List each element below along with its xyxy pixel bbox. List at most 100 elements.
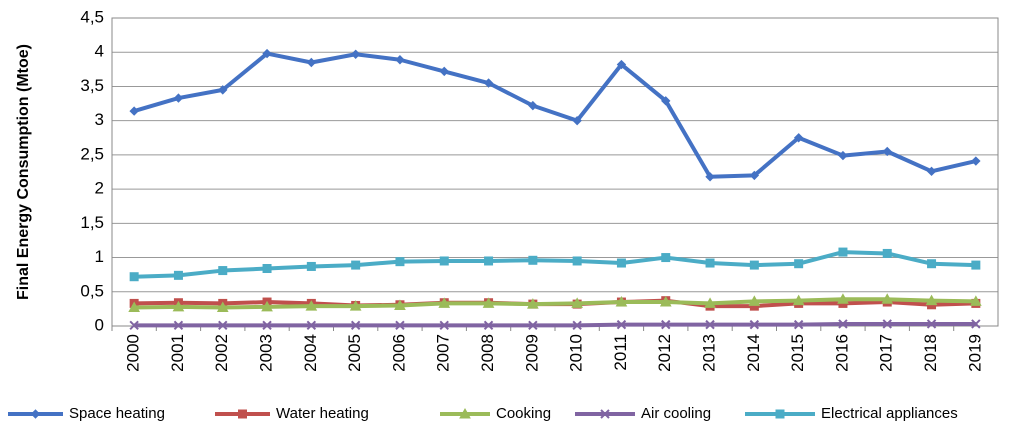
point-marker (749, 170, 760, 181)
x-tick-label: 2010 (567, 334, 586, 372)
point-marker (395, 257, 405, 267)
y-tick-label: 1 (95, 247, 104, 266)
y-tick-label: 4 (95, 42, 104, 61)
x-tick-label: 2000 (124, 334, 143, 372)
series-line (134, 250, 976, 279)
point-marker (394, 299, 406, 310)
point-marker (218, 266, 228, 276)
point-marker (749, 319, 760, 330)
point-marker (349, 300, 362, 311)
point-marker (129, 272, 139, 282)
point-marker (794, 259, 804, 269)
point-marker (439, 320, 449, 331)
point-marker (216, 301, 229, 313)
point-marker (173, 270, 183, 280)
legend-label: Air cooling (641, 405, 711, 422)
x-tick-label: 2003 (257, 334, 276, 372)
legend-label: Electrical appliances (821, 405, 958, 422)
point-marker (173, 320, 184, 331)
series-line (133, 51, 977, 179)
point-marker (704, 297, 716, 308)
point-marker (838, 150, 848, 161)
point-marker (882, 248, 892, 258)
point-marker (572, 256, 582, 266)
point-marker (882, 319, 892, 329)
point-marker (749, 260, 759, 270)
point-marker (438, 297, 451, 308)
point-marker (350, 320, 361, 331)
point-marker (971, 260, 981, 270)
point-marker (262, 264, 272, 274)
point-marker (793, 319, 804, 330)
x-tick-label: 2009 (522, 334, 541, 372)
point-marker (173, 93, 184, 103)
legend-marker (600, 409, 610, 419)
legend-label: Space heating (69, 405, 165, 422)
point-marker (615, 296, 628, 307)
x-tick-label: 2012 (655, 334, 674, 372)
point-marker (484, 256, 494, 266)
x-tick-label: 2011 (611, 334, 630, 371)
point-marker (218, 85, 228, 95)
point-marker (439, 66, 449, 77)
point-marker (482, 297, 495, 308)
x-tick-label: 2013 (700, 334, 719, 372)
point-marker (306, 261, 316, 271)
y-tick-label: 0,5 (80, 281, 104, 300)
point-marker (395, 55, 405, 65)
point-marker (483, 320, 494, 331)
point-marker (305, 300, 318, 311)
point-marker (661, 319, 671, 330)
point-marker (882, 146, 892, 157)
point-marker (172, 300, 185, 312)
x-tick-label: 2004 (301, 334, 320, 372)
point-marker (927, 259, 937, 269)
point-marker (616, 319, 627, 330)
legend-marker (775, 409, 785, 419)
x-tick-label: 2018 (921, 334, 940, 372)
point-marker (661, 96, 671, 106)
x-tick-label: 2016 (832, 334, 851, 372)
x-tick-label: 2017 (877, 334, 896, 372)
y-tick-label: 4,5 (80, 7, 104, 26)
point-marker (793, 133, 804, 143)
y-tick-label: 2,5 (80, 144, 104, 163)
point-marker (705, 172, 715, 182)
series-line (134, 321, 976, 328)
point-marker (971, 156, 981, 166)
point-marker (262, 320, 272, 331)
x-tick-label: 2015 (788, 334, 807, 372)
point-marker (837, 293, 849, 304)
point-marker (792, 294, 805, 306)
plot-frame (111, 17, 999, 327)
point-marker (129, 106, 139, 116)
point-marker (970, 295, 982, 306)
point-marker (528, 320, 538, 331)
y-tick-label: 0 (95, 315, 104, 334)
point-marker (527, 298, 539, 309)
legend-marker (238, 409, 247, 419)
point-marker (661, 253, 671, 263)
series-line (134, 297, 976, 310)
point-marker (616, 59, 627, 70)
x-tick-label: 2008 (478, 334, 497, 372)
point-marker (572, 320, 582, 331)
legend-marker (30, 409, 41, 419)
point-marker (128, 301, 140, 313)
x-tick-label: 2007 (434, 334, 453, 372)
point-marker (881, 293, 894, 304)
point-marker (748, 295, 761, 306)
point-marker (129, 320, 139, 331)
y-axis-label: Final Energy Consumption (Mtoe) (15, 44, 32, 300)
legend-marker (459, 407, 471, 419)
x-tick-label: 2014 (744, 334, 763, 372)
x-tick-label: 2002 (212, 334, 231, 372)
point-marker (261, 300, 273, 312)
y-tick-label: 3 (95, 110, 104, 129)
point-marker (925, 294, 938, 306)
legend-label: Cooking (496, 405, 551, 422)
x-tick-label: 2005 (345, 334, 364, 372)
point-marker (483, 78, 494, 88)
point-marker (705, 258, 715, 268)
point-marker (439, 256, 449, 266)
